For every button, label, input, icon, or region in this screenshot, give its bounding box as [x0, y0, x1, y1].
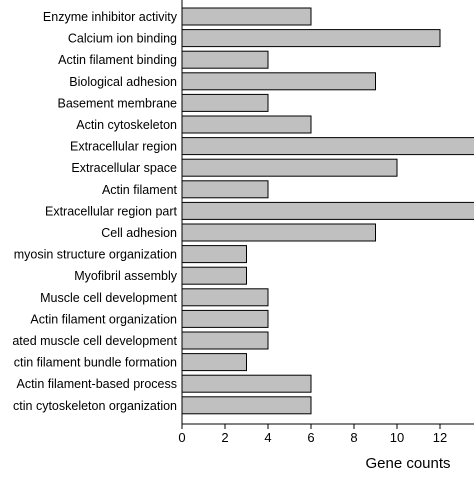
category-label: Enzyme inhibitor activity: [43, 10, 178, 24]
x-tick-label: 6: [307, 430, 314, 445]
x-axis: [181, 0, 474, 425]
x-tick-label: 8: [350, 430, 357, 445]
bar: [181, 158, 398, 177]
x-tick-label: 0: [178, 430, 185, 445]
x-tick-label: 10: [390, 430, 404, 445]
x-tick-label: 4: [264, 430, 271, 445]
category-label: Myofibril assembly: [74, 269, 178, 283]
category-label: ctin filament bundle formation: [14, 356, 177, 370]
bar: [181, 137, 474, 156]
bar: [181, 374, 312, 393]
bar: [181, 72, 376, 91]
x-tick-label: 2: [221, 430, 228, 445]
bars-layer: [181, 7, 474, 415]
bar: [181, 288, 269, 307]
x-tick-label: 12: [433, 430, 447, 445]
bar: [181, 180, 269, 199]
category-label: Extracellular space: [71, 161, 177, 175]
bar: [181, 29, 441, 48]
category-label: Calcium ion binding: [68, 32, 177, 46]
bar: [181, 396, 312, 415]
bar: [181, 50, 269, 69]
bar: [181, 201, 474, 220]
category-label: Actin filament organization: [30, 312, 177, 326]
x-axis-title: Gene counts: [365, 455, 450, 472]
category-label: Cell adhesion: [101, 226, 177, 240]
category-label: ctin cytoskeleton organization: [13, 399, 177, 413]
category-labels: Enzyme inhibitor activity Calcium ion bin…: [12, 10, 177, 413]
category-label: Actin filament-based process: [17, 377, 178, 391]
category-label: Extracellular region: [70, 140, 177, 154]
category-label: Actin filament: [102, 183, 178, 197]
bar: [181, 331, 269, 350]
x-axis-ticks: 0 2 4 6 8 10 12: [178, 424, 447, 445]
category-label: Muscle cell development: [40, 291, 177, 305]
bar: [181, 7, 312, 26]
category-label: Biological adhesion: [69, 75, 177, 89]
category-label: Basement membrane: [57, 96, 177, 110]
category-label: myosin structure organization: [14, 248, 177, 262]
bar: [181, 223, 376, 242]
bar: [181, 93, 269, 112]
category-label: Actin filament binding: [58, 53, 177, 67]
category-label: ated muscle cell development: [12, 334, 177, 348]
category-label: Actin cytoskeleton: [76, 118, 177, 132]
bar: [181, 266, 247, 285]
bar: [181, 245, 247, 264]
bar: [181, 353, 247, 372]
category-label: Extracellular region part: [45, 204, 178, 218]
bar: [181, 115, 312, 134]
bar: [181, 309, 269, 328]
